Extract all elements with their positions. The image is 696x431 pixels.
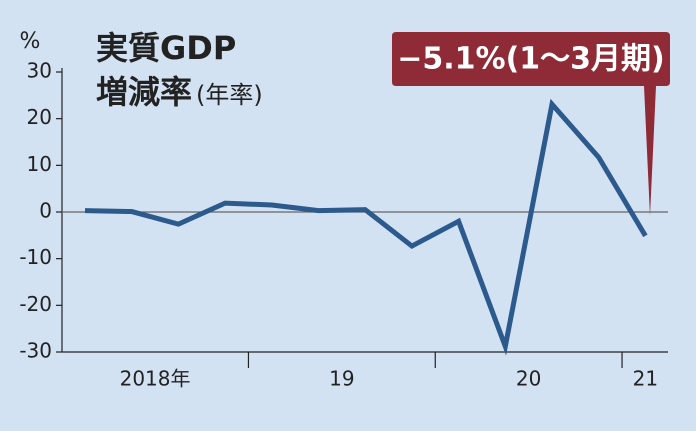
y-tick-label: -20 xyxy=(19,292,52,316)
chart-title: 実質GDP xyxy=(96,29,236,67)
x-tick-label: 20 xyxy=(516,367,541,391)
data-line xyxy=(84,98,648,356)
chart-subtitle: 増減率 xyxy=(96,73,192,111)
x-tick-label: 2018年 xyxy=(120,367,191,391)
plot: 30 20 10 0 -10 -20 -30 2018年 19 20 21 xyxy=(19,59,668,391)
y-tick-label: 0 xyxy=(39,199,52,223)
x-tick-label: 19 xyxy=(329,367,354,391)
annotation: −5.1%(1〜3月期) xyxy=(397,42,665,77)
annotation-box xyxy=(392,32,670,216)
x-tick-label: 21 xyxy=(633,367,658,391)
y-tick-label: -10 xyxy=(19,245,52,269)
y-unit: % xyxy=(20,29,41,54)
y-tick-label: -30 xyxy=(19,339,52,363)
subtitle-note: (年率) xyxy=(196,81,263,109)
y-tick-label: 20 xyxy=(27,105,52,129)
y-tick-label: 10 xyxy=(27,152,52,176)
y-tick-label: 30 xyxy=(27,59,52,83)
